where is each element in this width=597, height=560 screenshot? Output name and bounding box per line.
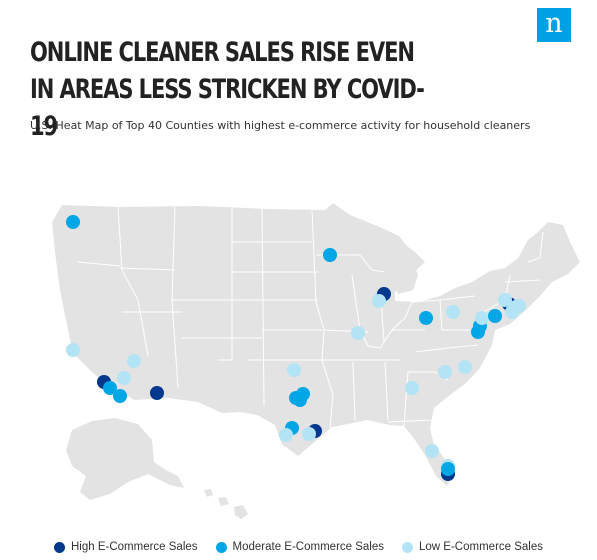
county-marker-low <box>498 293 512 307</box>
contiguous-us-shape <box>52 203 580 486</box>
county-marker-low <box>279 428 293 442</box>
county-marker-low <box>127 354 141 368</box>
legend-swatch-high <box>53 541 65 553</box>
county-marker-moderate <box>441 462 455 476</box>
county-marker-low <box>351 326 365 340</box>
county-marker-low <box>117 371 131 385</box>
legend-label-moderate: Moderate E-Commerce Sales <box>232 541 385 553</box>
legend-swatch-low <box>402 541 414 553</box>
brand-logo-letter: n <box>545 7 563 39</box>
legend-item-moderate: Moderate E-Commerce Sales <box>215 541 385 553</box>
michigan-lower <box>392 255 418 294</box>
us-landmass <box>52 203 580 519</box>
county-marker-low <box>425 444 439 458</box>
county-marker-low <box>446 305 460 319</box>
hawaii-islands <box>204 489 248 519</box>
county-marker-low <box>66 343 80 357</box>
county-marker-moderate <box>66 215 80 229</box>
county-marker-moderate <box>419 311 433 325</box>
county-marker-moderate <box>488 309 502 323</box>
chart-title: ONLINE CLEANER SALES RISE EVEN IN AREAS … <box>30 37 425 142</box>
legend-label-low: Low E-Commerce Sales <box>419 541 543 553</box>
legend-label-high: High E-Commerce Sales <box>70 541 198 553</box>
county-markers <box>66 215 526 481</box>
legend-swatch-moderate <box>215 541 227 553</box>
county-marker-low <box>438 365 452 379</box>
state-borders <box>77 206 544 429</box>
brand-logo: n <box>537 8 571 42</box>
county-marker-low <box>302 427 316 441</box>
legend-item-low: Low E-Commerce Sales <box>402 541 543 553</box>
county-marker-low <box>405 381 419 395</box>
county-marker-low <box>372 294 386 308</box>
chart-subtitle: U.S. Heat Map of Top 40 Counties with hi… <box>30 119 531 132</box>
legend-item-high: High E-Commerce Sales <box>53 541 198 553</box>
county-marker-moderate <box>296 387 310 401</box>
legend: High E-Commerce Sales Moderate E-Commerc… <box>0 538 597 556</box>
county-marker-low <box>475 311 489 325</box>
county-marker-high <box>150 386 164 400</box>
county-marker-low <box>287 363 301 377</box>
alaska-shape <box>66 418 184 500</box>
county-marker-low <box>505 305 519 319</box>
county-marker-moderate <box>103 381 117 395</box>
county-marker-moderate <box>471 325 485 339</box>
county-marker-moderate <box>113 389 127 403</box>
county-marker-low <box>458 360 472 374</box>
county-marker-moderate <box>323 248 337 262</box>
